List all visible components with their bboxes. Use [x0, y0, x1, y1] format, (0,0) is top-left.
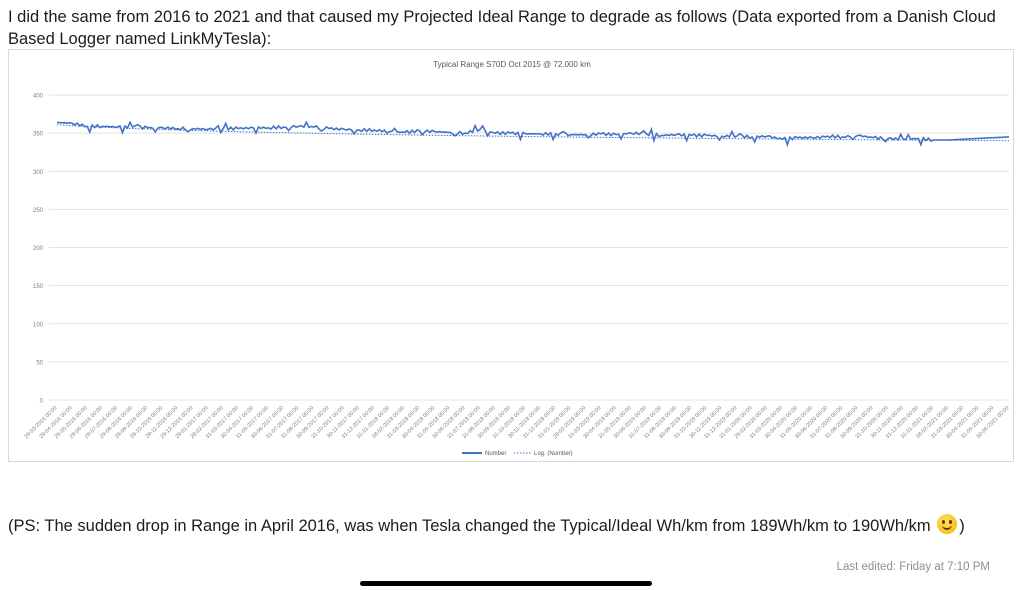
- series-line-number: [56, 120, 1010, 148]
- range-chart: Typical Range S70D Oct 2015 @ 72.000 km 0…: [8, 49, 1014, 462]
- post-intro-text: I did the same from 2016 to 2021 and tha…: [8, 8, 996, 48]
- chart-title: Typical Range S70D Oct 2015 @ 72.000 km: [433, 60, 591, 69]
- last-edited: Last edited: Friday at 7:10 PM: [836, 561, 990, 573]
- post-ps-text: (PS: The sudden drop in Range in April 2…: [8, 514, 965, 537]
- y-tick-label: 150: [33, 284, 44, 290]
- y-tick-label: 350: [33, 132, 44, 138]
- y-tick-label: 100: [33, 322, 44, 328]
- y-tick-label: 400: [33, 94, 44, 100]
- ps-close: ): [959, 517, 965, 535]
- ps-text: (PS: The sudden drop in Range in April 2…: [8, 517, 931, 535]
- legend-label-log: Log. (Number): [534, 451, 573, 457]
- smiley-emoji-icon: [937, 514, 958, 534]
- home-indicator[interactable]: [360, 581, 652, 586]
- y-tick-label: 200: [33, 246, 44, 252]
- y-tick-label: 300: [33, 170, 44, 176]
- y-tick-label: 0: [40, 399, 44, 405]
- y-tick-label: 250: [33, 208, 44, 214]
- chart-svg: Typical Range S70D Oct 2015 @ 72.000 km 0…: [23, 60, 1010, 457]
- y-tick-label: 50: [36, 360, 43, 366]
- legend-label-number: Number: [485, 451, 506, 457]
